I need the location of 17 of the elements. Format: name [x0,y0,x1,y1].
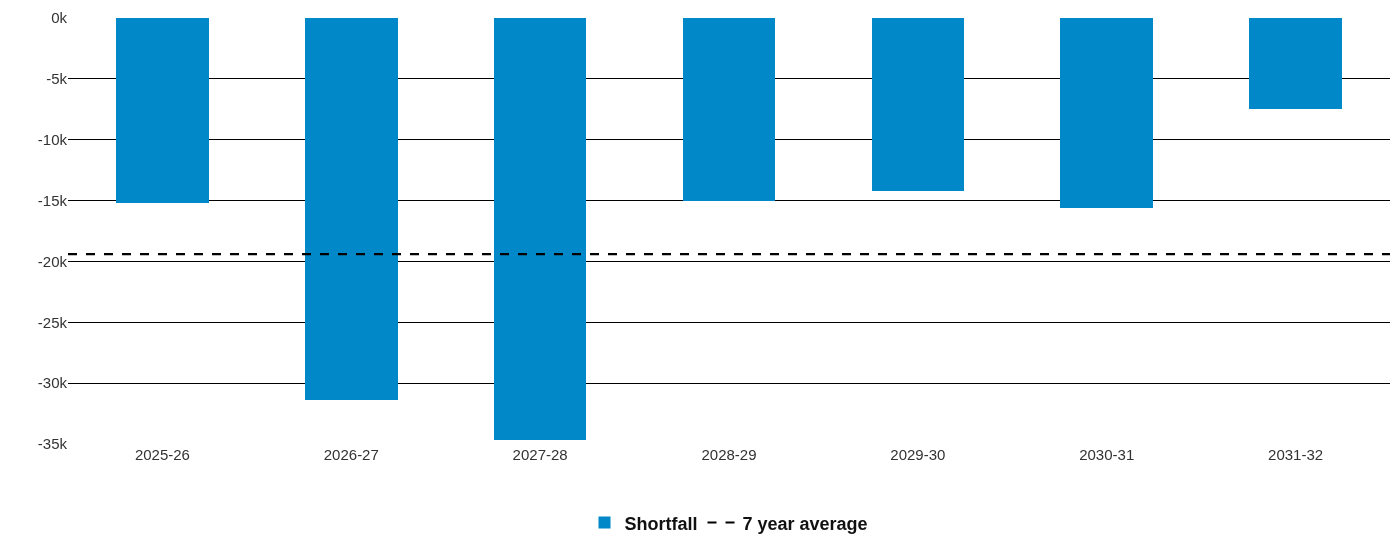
x-tick-label: 2031-32 [1268,446,1324,463]
y-tick-label: -30k [37,374,68,392]
y-tick-label: -20k [37,252,68,270]
x-tick-label: 2028-29 [701,446,757,463]
y-tick-label: -25k [37,313,68,331]
y-tick-label: -35k [37,435,68,453]
y-tick-label: 0k [51,9,68,27]
x-tick-label: 2030-31 [1079,446,1135,463]
x-tick-label: 2029-30 [890,446,946,463]
x-tick-label: 2025-26 [134,446,190,463]
legend-label: Shortfall [624,513,698,534]
x-tick-label: 2026-27 [323,446,379,463]
y-tick-label: -15k [37,191,68,209]
y-tick-label: -10k [37,130,68,148]
x-tick-label: 2027-28 [512,446,568,463]
legend-label: 7 year average [742,513,868,534]
y-tick-label: -5k [46,70,68,88]
